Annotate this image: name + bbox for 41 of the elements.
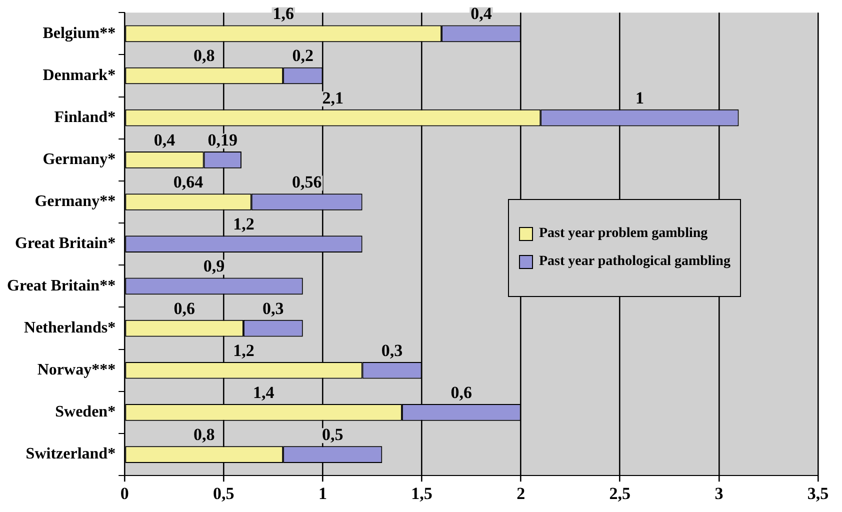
y-tick-label: Great Britain* bbox=[15, 235, 116, 252]
y-tick-label: Germany* bbox=[42, 151, 116, 168]
y-tick-label: Belgium** bbox=[42, 24, 116, 42]
y-tick-label: Finland* bbox=[54, 108, 116, 126]
y-tick-label: Switzerland* bbox=[26, 446, 116, 463]
x-tick-label: 1,5 bbox=[411, 484, 432, 504]
x-tick-label: 3 bbox=[714, 484, 724, 504]
x-tick-label: 3,5 bbox=[807, 484, 829, 504]
y-tick-label: Netherlands* bbox=[24, 319, 116, 336]
data-label: 0,56 bbox=[292, 172, 322, 192]
data-label: 0,4 bbox=[154, 130, 176, 150]
data-label: 0,64 bbox=[173, 172, 204, 192]
data-label: 0,3 bbox=[381, 340, 403, 360]
y-tick-label: Denmark* bbox=[42, 66, 116, 84]
x-tick-label: 2 bbox=[516, 484, 526, 504]
data-label: 0,3 bbox=[262, 298, 284, 318]
data-label: 0,8 bbox=[194, 46, 215, 66]
data-label: 0,2 bbox=[292, 46, 314, 66]
data-label: 1,6 bbox=[272, 4, 294, 24]
y-tick-label: Norway*** bbox=[37, 362, 116, 379]
y-tick-label: Great Britain** bbox=[7, 277, 116, 294]
y-tick-label: Sweden* bbox=[55, 404, 116, 421]
data-label: 0,6 bbox=[174, 298, 195, 318]
data-label: 1 bbox=[635, 88, 644, 108]
data-label: 0,8 bbox=[194, 425, 215, 444]
x-tick-label: 1 bbox=[318, 484, 327, 504]
data-label: 2,1 bbox=[322, 88, 344, 108]
data-label: 1,2 bbox=[233, 214, 254, 234]
x-tick-label: 2,5 bbox=[609, 484, 631, 504]
data-label: 0,19 bbox=[208, 130, 238, 150]
data-label: 1,2 bbox=[233, 340, 254, 360]
x-tick-label: 0,5 bbox=[213, 484, 234, 504]
data-label: 0,5 bbox=[322, 425, 344, 444]
legend-label: Past year pathological gambling bbox=[539, 254, 730, 270]
data-label: 0,9 bbox=[203, 256, 225, 276]
x-tick-label: 0 bbox=[120, 484, 129, 504]
data-label: 0,6 bbox=[450, 382, 472, 402]
y-tick-label: Germany** bbox=[34, 193, 116, 210]
legend-label: Past year problem gambling bbox=[539, 226, 708, 242]
data-label: 1,4 bbox=[252, 382, 275, 402]
data-label: 0,4 bbox=[470, 4, 492, 24]
